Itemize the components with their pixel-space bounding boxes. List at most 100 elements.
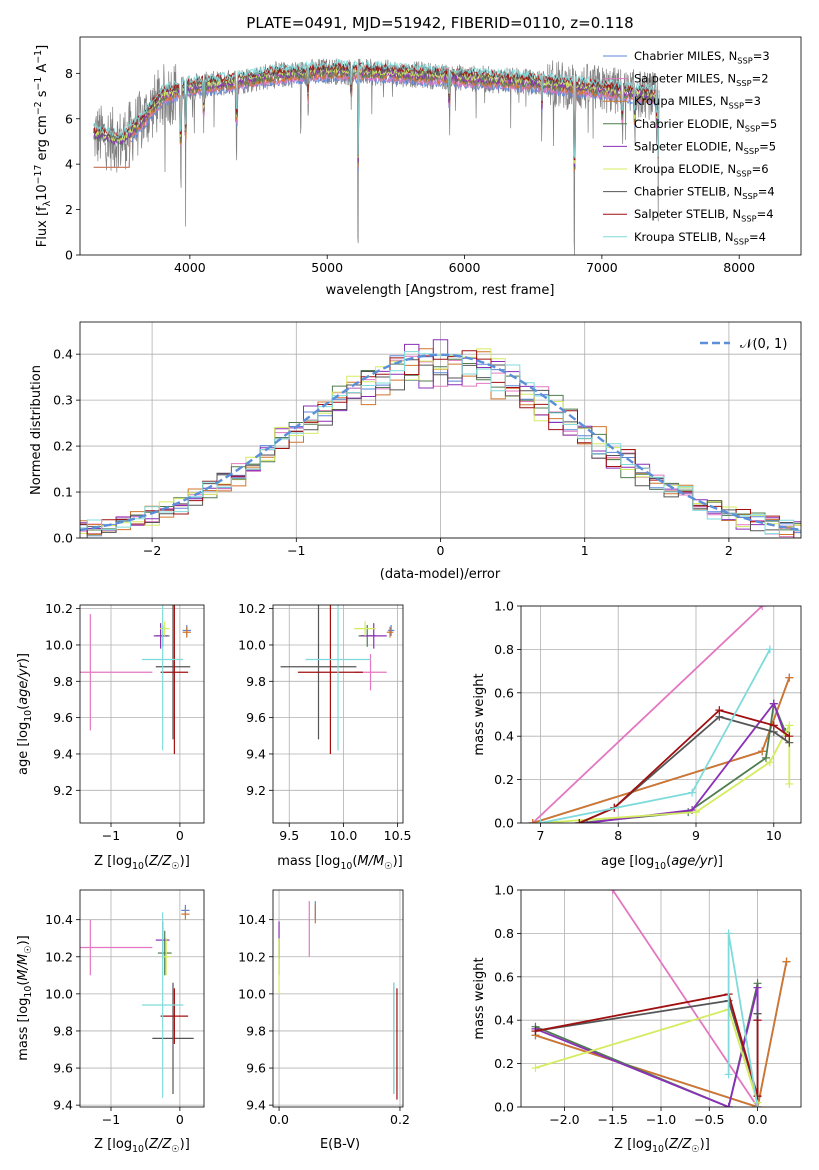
x-tick-label: 4000: [174, 260, 206, 275]
weight-marker: [785, 732, 794, 741]
weight-marker: [758, 606, 767, 610]
weight-marker: [724, 929, 733, 938]
y-tick-label: 10.2: [45, 601, 73, 616]
x-tick-label: −2.0: [549, 1112, 579, 1127]
weight-marker: [531, 1063, 540, 1072]
axes-frame: [520, 605, 802, 824]
axes-frame: [79, 889, 205, 1108]
legend-label: Chabrier ELODIE, NSSP=5: [634, 117, 777, 133]
plot-area: [280, 605, 395, 754]
y-tick-label: 10.4: [238, 912, 266, 927]
weight-marker: [782, 957, 791, 966]
y-tick-label: 0.1: [53, 485, 73, 500]
axes-frame: [79, 604, 205, 824]
weight-line: [535, 993, 759, 1097]
weight-line: [535, 987, 759, 1107]
y-tick-label: 10.2: [238, 949, 266, 964]
x-axis-label: (data-model)/error: [380, 567, 501, 582]
y-axis-label: age [log10(age/yr)]: [16, 653, 34, 775]
x-tick-label: 0: [176, 1112, 184, 1127]
weight-marker: [608, 890, 617, 894]
x-axis-label: Z [log10(Z/Z☉)]: [94, 854, 190, 872]
y-tick-label: 10.2: [45, 949, 73, 964]
y-tick-label: 0.6: [494, 969, 514, 984]
y-tick-label: 4: [65, 157, 73, 172]
y-tick-label: 9.8: [53, 674, 73, 689]
weight-marker: [688, 788, 697, 797]
y-axis-label: Normed distribution: [29, 365, 44, 495]
x-tick-label: 7000: [586, 260, 618, 275]
y-tick-label: 1.0: [494, 599, 514, 614]
y-tick-label: 0.0: [53, 531, 73, 546]
legend-label: Salpeter MILES, NSSP=2: [634, 72, 769, 88]
y-tick-label: 0: [65, 248, 73, 263]
weight-line: [611, 890, 759, 1107]
legend-label: Chabrier MILES, NSSP=3: [634, 49, 770, 65]
y-tick-label: 8: [65, 66, 73, 81]
model-spectrum: [93, 60, 660, 161]
y-tick-label: 0.2: [494, 1056, 514, 1071]
legend-label: Salpeter STELIB, NSSP=4: [634, 207, 774, 223]
y-tick-label: 9.8: [53, 1023, 73, 1038]
y-axis-label: mass weight: [472, 957, 487, 1039]
y-tick-label: 0.8: [494, 926, 514, 941]
weight-marker: [765, 645, 774, 654]
weight-marker: [753, 1103, 762, 1107]
model-spectrum: [93, 58, 660, 159]
weight-marker: [536, 819, 545, 823]
normal-curve: [80, 353, 801, 532]
weight-marker: [753, 983, 762, 992]
axes-frame: [272, 889, 404, 1108]
weight-marker: [769, 699, 778, 708]
x-tick-label: 5000: [311, 260, 343, 275]
axes-frame: [520, 889, 802, 1108]
y-tick-label: 2: [65, 202, 73, 217]
plot-area: [528, 606, 794, 823]
y-tick-label: 0.0: [494, 816, 514, 831]
weight-marker: [528, 819, 537, 823]
weight-marker: [724, 1070, 733, 1079]
x-tick-label: 10.0: [329, 828, 357, 843]
y-tick-label: 9.4: [53, 1098, 73, 1113]
x-tick-label: 2: [725, 543, 733, 558]
y-axis-label: Flux [fλ10−17 erg cm−2 s−1 A−1]: [33, 45, 53, 247]
x-tick-label: −1: [102, 1112, 120, 1127]
weight-marker: [724, 1103, 733, 1107]
weight-line: [535, 999, 759, 1097]
y-tick-label: 9.4: [53, 746, 73, 761]
axes-mass_vs_ebv: 0.0 0.2 9.4 9.6 9.8 10.0 10.2 10.4: [238, 889, 410, 1127]
axes-weight_vs_age: 7 8 9 10 0.0 0.2 0.4 0.6 0.8 1.0: [494, 599, 802, 843]
y-tick-label: 9.2: [246, 783, 266, 798]
x-tick-label: 9: [692, 828, 700, 843]
legend-label: Kroupa STELIB, NSSP=4: [634, 230, 766, 246]
y-tick-label: 9.4: [246, 1098, 266, 1113]
y-tick-label: 10.0: [238, 637, 266, 652]
x-tick-label: 0.2: [390, 1112, 410, 1127]
y-tick-label: 10.0: [238, 986, 266, 1001]
y-tick-label: 0.6: [494, 685, 514, 700]
x-axis-label: Z [log10(Z/Z☉)]: [94, 1137, 190, 1155]
plot-area: [93, 58, 660, 255]
axes-frame: [272, 604, 404, 824]
axes-histogram: −2 −1 0 1 2 0.0 0.1 0.2 0.3 0.4: [53, 321, 802, 558]
x-axis-label: E(B-V): [320, 1137, 360, 1152]
plot-area: [80, 605, 191, 754]
y-tick-label: 10.2: [238, 601, 266, 616]
x-tick-label: 7: [536, 828, 544, 843]
weight-marker: [769, 721, 778, 730]
x-tick-label: 0.0: [269, 1112, 289, 1127]
y-tick-label: 0.4: [53, 347, 73, 362]
x-tick-label: 9.5: [279, 828, 299, 843]
axes-spectrum: 4000 5000 6000 7000 8000 0 2 4 6 8: [65, 36, 802, 275]
x-tick-label: −1.5: [598, 1112, 628, 1127]
weight-marker: [692, 808, 700, 817]
axes-frame: [79, 36, 802, 256]
y-tick-label: 0.2: [53, 439, 73, 454]
legend-label: Kroupa ELODIE, NSSP=6: [634, 162, 769, 178]
legend-label: 𝒩(0, 1): [740, 337, 787, 352]
weight-line: [579, 700, 787, 823]
x-axis-label: age [log10(age/yr)]: [601, 854, 723, 872]
weight-marker: [753, 1016, 762, 1025]
y-tick-label: 9.4: [246, 746, 266, 761]
weight-line: [532, 606, 763, 823]
